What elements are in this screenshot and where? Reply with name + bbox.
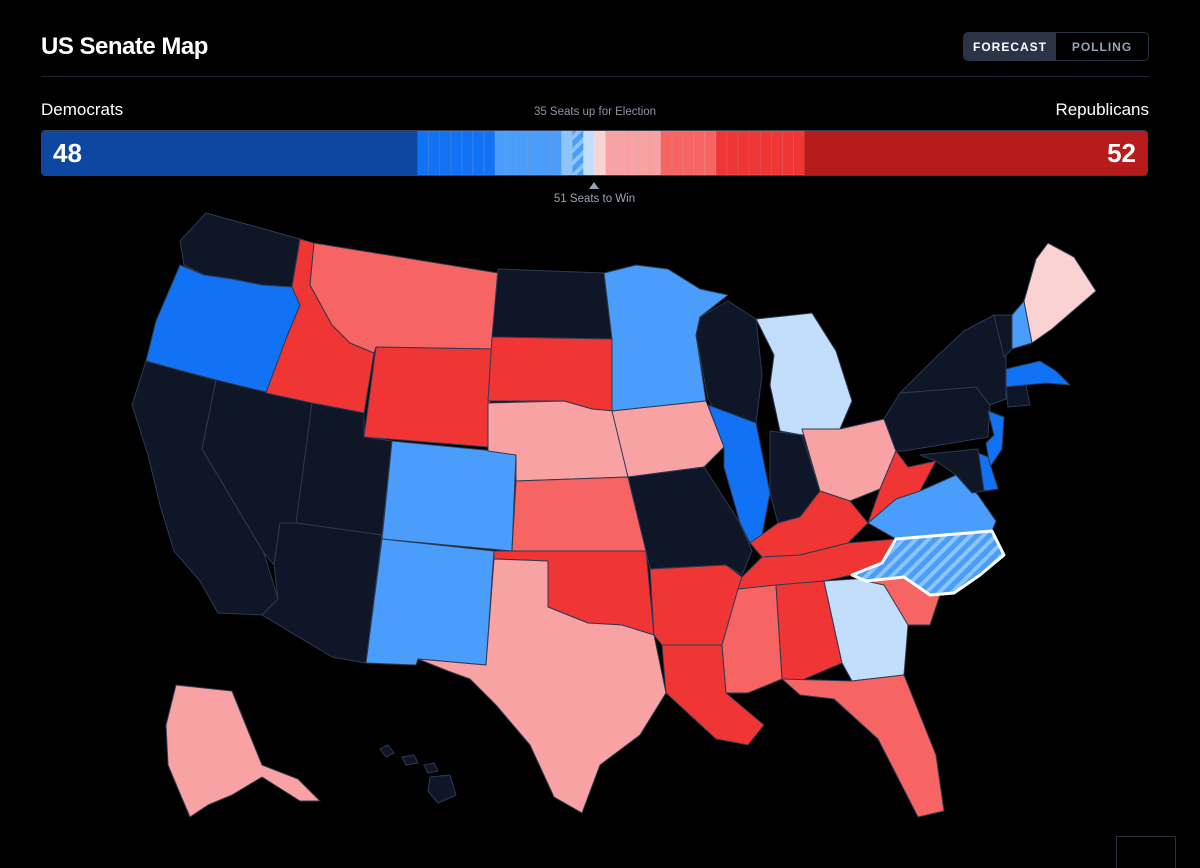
corner-panel	[1116, 836, 1176, 868]
seat-balance-bar: 48 52	[41, 130, 1148, 176]
contested-seat-likely-r	[660, 131, 673, 175]
contested-seat-solid-d	[450, 131, 463, 175]
contested-seat-solid-r	[737, 131, 750, 175]
tab-forecast[interactable]: FORECAST	[964, 33, 1056, 60]
contested-seat-likely-d	[505, 131, 518, 175]
state-ak[interactable]	[165, 684, 321, 818]
contested-seat-solid-r	[715, 131, 728, 175]
contested-seat-solid-r	[770, 131, 783, 175]
contested-seat-likely-d	[494, 131, 507, 175]
seats-up-label: 35 Seats up for Election	[533, 106, 657, 118]
contested-seat-lean-r	[605, 131, 617, 175]
state-ma[interactable]	[1005, 360, 1071, 388]
contested-seat-solid-r	[782, 131, 794, 175]
state-tx[interactable]	[417, 558, 667, 814]
win-threshold-marker-icon	[589, 182, 599, 189]
rep-seat-count: 52	[1107, 138, 1136, 168]
contested-seat-likely-r	[693, 131, 706, 175]
header: US Senate Map FORECAST POLLING	[41, 30, 1149, 77]
win-threshold-label: 51 Seats to Win	[553, 193, 636, 205]
us-senate-map	[131, 212, 1097, 818]
contested-seat-tossup-d	[572, 131, 584, 175]
state-me[interactable]	[1023, 242, 1097, 344]
contested-seat-solid-d	[439, 131, 452, 175]
contested-seat-lean-r	[638, 131, 651, 175]
contested-seat-lean-d	[561, 131, 573, 175]
contested-seat-solid-r	[748, 131, 761, 175]
state-mi[interactable]	[755, 312, 853, 436]
contested-seat-solid-d	[428, 131, 441, 175]
state-ct[interactable]	[1005, 384, 1031, 408]
state-ia[interactable]	[611, 400, 725, 478]
safe-rep-segment	[804, 131, 1147, 175]
state-co[interactable]	[381, 440, 517, 552]
contested-seat-solid-r	[793, 131, 805, 175]
republicans-label: Republicans	[1055, 100, 1149, 119]
democrats-label: Democrats	[41, 100, 124, 119]
contested-seat-likely-d	[516, 131, 529, 175]
state-az[interactable]	[261, 522, 383, 664]
contested-seat-lean-r	[616, 131, 628, 175]
contested-seat-likely-d	[527, 131, 540, 175]
state-pa[interactable]	[883, 386, 991, 452]
state-md[interactable]	[919, 448, 985, 494]
contested-seat-tilt-r	[594, 131, 606, 175]
contested-seat-solid-d	[483, 131, 496, 175]
contested-seat-solid-d	[417, 131, 430, 175]
state-nd[interactable]	[491, 268, 613, 340]
contested-seat-likely-r	[682, 131, 695, 175]
contested-seat-solid-r	[726, 131, 739, 175]
state-wv[interactable]	[867, 450, 937, 524]
contested-seat-tilt-d	[583, 131, 595, 175]
state-nc[interactable]	[850, 529, 1006, 597]
state-wy[interactable]	[363, 346, 493, 448]
contested-seat-likely-r	[704, 131, 717, 175]
state-fl[interactable]	[781, 674, 945, 818]
contested-seat-lean-r	[627, 131, 640, 175]
state-sd[interactable]	[487, 336, 613, 412]
tab-polling[interactable]: POLLING	[1071, 39, 1133, 54]
contested-seat-likely-d	[549, 131, 562, 175]
seat-segments	[42, 131, 1147, 175]
contested-seat-likely-d	[538, 131, 551, 175]
page-title: US Senate Map	[41, 33, 208, 60]
dem-seat-count: 48	[53, 138, 82, 168]
state-nm[interactable]	[365, 538, 495, 666]
state-mo[interactable]	[627, 466, 753, 576]
contested-seat-solid-d	[472, 131, 485, 175]
state-al[interactable]	[775, 580, 843, 682]
contested-seat-solid-d	[461, 131, 474, 175]
view-toggle: FORECAST POLLING	[963, 32, 1149, 61]
contested-seat-solid-r	[759, 131, 772, 175]
contested-seat-lean-r	[649, 131, 662, 175]
safe-dem-segment	[42, 131, 418, 175]
state-hi[interactable]	[379, 744, 457, 804]
contested-seat-likely-r	[671, 131, 684, 175]
state-ks[interactable]	[511, 476, 647, 552]
